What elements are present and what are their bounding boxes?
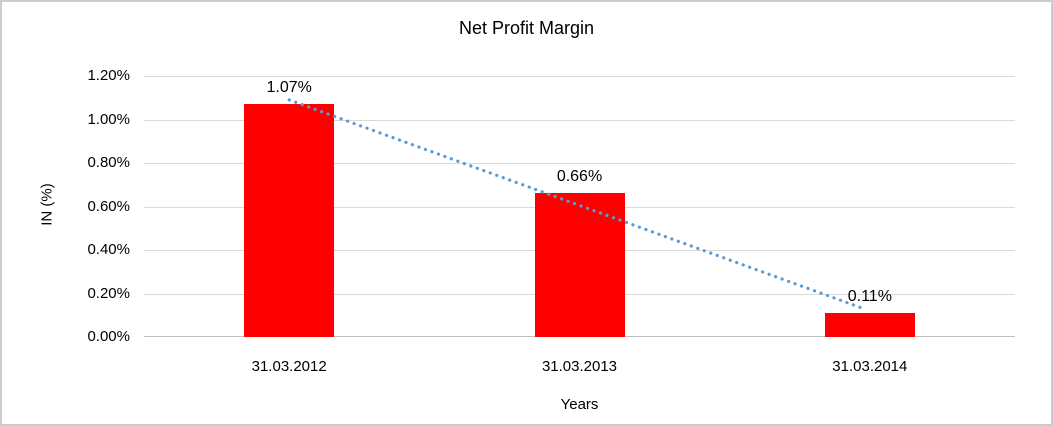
bar-value-label: 0.11% (847, 288, 892, 306)
y-tick-label: 0.60% (87, 197, 130, 215)
x-axis-tick-labels: 31.03.2012 31.03.2013 31.03.2014 (144, 358, 1015, 378)
bar-value-label: 0.66% (556, 168, 603, 186)
bar (824, 313, 915, 337)
y-tick-label: 0.40% (87, 241, 130, 258)
x-tick-label: 31.03.2012 (251, 358, 327, 375)
y-tick-label: 0.00% (87, 328, 130, 345)
bar (534, 193, 625, 337)
y-tick-label: 1.20% (87, 67, 130, 84)
x-tick-label: 31.03.2013 (541, 358, 618, 375)
x-tick-label: 31.03.2014 (832, 358, 908, 375)
y-tick-label: 0.20% (87, 284, 130, 302)
chart-title: Net Profit Margin (458, 18, 595, 38)
bar-value-label: 1.07% (266, 79, 312, 97)
gridline (144, 76, 1015, 77)
x-axis-title: Years (560, 396, 599, 413)
y-tick-label: 1.00% (87, 110, 130, 128)
plot-area: 1.07% 0.66% 0.11% (144, 76, 1015, 337)
y-tick-label: 0.80% (87, 154, 130, 171)
bar (244, 104, 335, 337)
